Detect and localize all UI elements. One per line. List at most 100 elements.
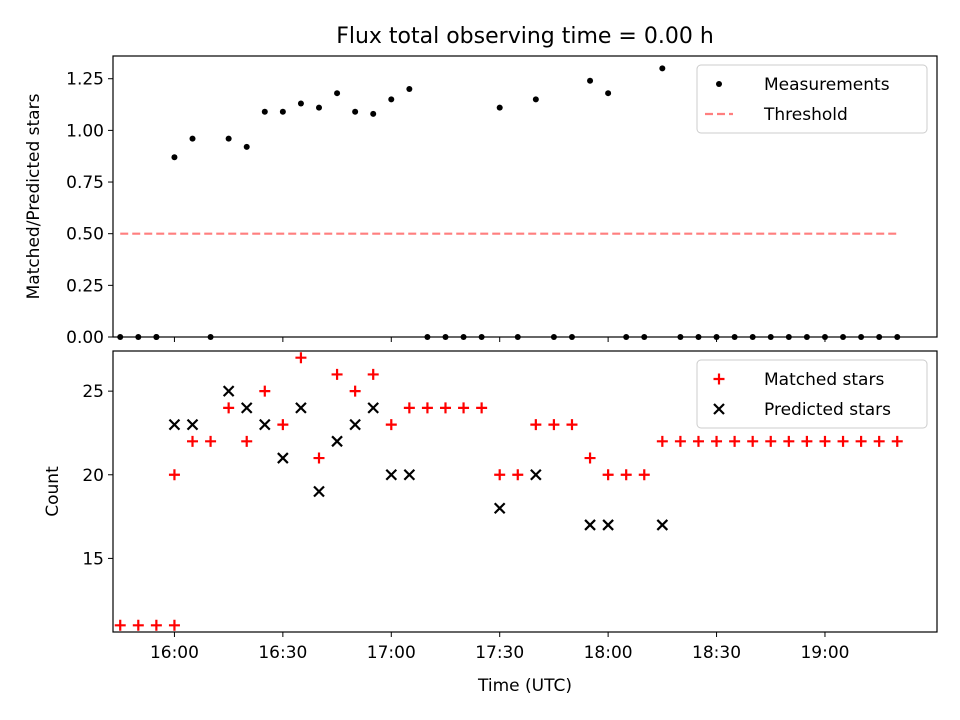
data-point: [512, 469, 524, 481]
data-point: [656, 519, 669, 531]
data-point: [171, 154, 178, 161]
data-point: [692, 435, 704, 447]
data-point: [243, 143, 250, 150]
data-point: [855, 435, 867, 447]
data-point: [548, 419, 560, 431]
data-point: [584, 452, 596, 464]
data-point: [476, 402, 488, 414]
data-point: [207, 334, 214, 340]
legend-label: Matched stars: [764, 370, 884, 390]
data-point: [677, 334, 684, 340]
data-point: [150, 619, 162, 631]
x-axis-label: Time (UTC): [477, 676, 572, 696]
data-point: [367, 402, 379, 414]
data-point: [602, 469, 614, 481]
data-point: [439, 402, 451, 414]
data-point: [530, 419, 542, 431]
legend-label: Measurements: [764, 75, 890, 95]
data-point: [605, 90, 612, 97]
legend-box: [696, 359, 928, 429]
y-tick-label: 1.00: [66, 121, 104, 141]
x-tick-label: 18:30: [692, 643, 741, 663]
legend: Measurements Threshold: [696, 64, 928, 134]
legend-marker: [716, 81, 722, 87]
data-point: [659, 65, 666, 72]
data-point: [117, 334, 124, 340]
data-point: [837, 435, 849, 447]
y-axis-label: Matched/Predicted stars: [24, 93, 44, 299]
data-point: [168, 418, 181, 431]
data-point: [695, 334, 702, 340]
data-point: [205, 435, 217, 447]
data-point: [785, 334, 792, 340]
axes-frame: [112, 55, 938, 338]
data-point: [223, 402, 235, 414]
bottom-panel: 15 20 25 16:00 16:30 17:00 17:30 18:00 18:30 19:0…: [43, 350, 938, 696]
x-tick-label: 16:30: [258, 643, 307, 663]
data-point: [783, 435, 795, 447]
y-axis-label: Count: [43, 466, 63, 517]
data-point: [713, 334, 720, 340]
legend-marker: [713, 403, 725, 415]
legend: Matched stars Predicted stars: [696, 359, 928, 429]
data-point: [403, 402, 415, 414]
y-tick-label: 0.25: [66, 276, 104, 296]
data-point: [385, 468, 398, 481]
y-tick-label: 0.75: [66, 173, 104, 193]
data-point: [241, 435, 253, 447]
data-point: [749, 334, 756, 340]
data-point: [656, 435, 668, 447]
x-tick-label: 16:00: [150, 643, 199, 663]
chart-title: Flux total observing time = 0.00 h: [336, 24, 714, 49]
x-tick-label: 19:00: [800, 643, 849, 663]
data-point: [674, 435, 686, 447]
data-point: [747, 435, 759, 447]
data-point: [153, 334, 160, 340]
data-point: [711, 435, 723, 447]
data-point: [493, 502, 506, 515]
y-tick-label: 1.25: [66, 70, 104, 90]
data-point: [550, 334, 557, 340]
legend-label: Threshold: [763, 105, 848, 125]
data-point: [277, 452, 289, 464]
series-matched-stars: [114, 352, 903, 631]
top-panel: 0.00 0.25 0.50 0.75 1.00 1.25 Matched/Predicte…: [24, 55, 938, 348]
y-tick-label: 0.50: [66, 225, 104, 245]
legend-box: [696, 64, 928, 134]
data-point: [189, 135, 196, 142]
data-point: [514, 334, 521, 340]
data-point: [891, 435, 903, 447]
data-point: [186, 418, 199, 431]
data-point: [313, 485, 325, 498]
data-point: [388, 96, 395, 103]
x-tick-label: 17:00: [367, 643, 416, 663]
data-point: [114, 619, 126, 631]
data-point: [313, 452, 325, 464]
series-predicted-stars: [168, 385, 669, 531]
data-point: [568, 334, 575, 340]
legend-marker: [713, 373, 725, 385]
data-point: [460, 334, 467, 340]
x-tick-label: 18:00: [584, 643, 633, 663]
data-point: [530, 468, 542, 481]
legend-label: Predicted stars: [764, 400, 891, 420]
series-measurements: [117, 65, 901, 340]
data-point: [620, 469, 632, 481]
data-point: [222, 385, 235, 397]
data-point: [442, 334, 449, 340]
data-point: [168, 619, 180, 631]
data-point: [496, 104, 503, 111]
data-point: [297, 100, 304, 107]
data-point: [168, 469, 180, 481]
data-point: [187, 435, 199, 447]
data-point: [349, 418, 361, 431]
data-point: [478, 334, 485, 340]
data-point: [873, 435, 885, 447]
data-point: [406, 86, 413, 93]
data-point: [331, 435, 343, 448]
data-point: [132, 619, 144, 631]
axes-frame: [112, 350, 938, 633]
data-point: [295, 352, 307, 364]
data-point: [259, 418, 271, 431]
